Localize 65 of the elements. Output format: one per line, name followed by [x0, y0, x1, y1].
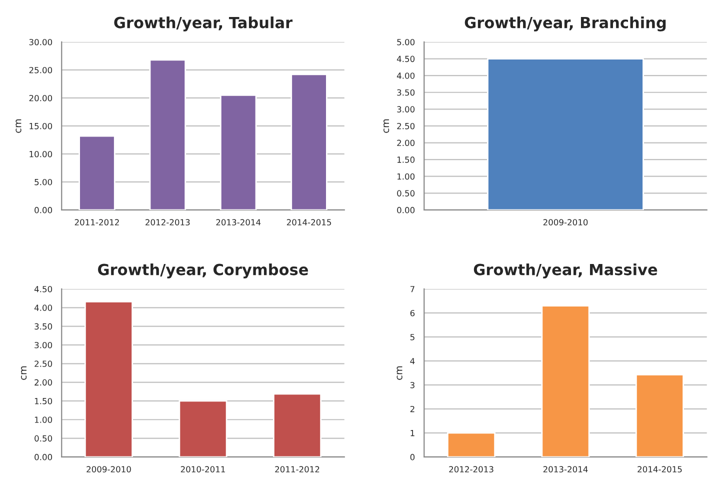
- chart-title: Growth/year, Branching: [464, 16, 666, 32]
- y-axis-title: cm: [16, 119, 22, 133]
- y-tick-label: 3.00: [34, 342, 52, 348]
- y-tick-label: 4.50: [396, 56, 415, 62]
- y-tick-label: 0.50: [397, 190, 415, 196]
- bar: [178, 400, 228, 457]
- y-tick-label: 2.00: [34, 379, 52, 386]
- y-axis-title: cm: [396, 366, 402, 380]
- y-tick-label: 2.00: [397, 140, 415, 146]
- y-tick-label: 2.50: [397, 122, 415, 130]
- y-tick-label: 1.00: [397, 173, 415, 180]
- y-tick-label: 1.00: [34, 416, 52, 423]
- y-tick-label: 30.00: [29, 38, 52, 46]
- bar: [84, 300, 134, 457]
- y-tick-label: 0: [410, 454, 415, 460]
- x-tick-label: 2012-2013: [146, 219, 190, 226]
- bar: [446, 432, 496, 457]
- y-tick-label: 5.00: [397, 38, 415, 46]
- y-tick-label: 4.50: [34, 286, 52, 292]
- bar: [541, 305, 590, 457]
- x-tick-label: 2009-2010: [543, 219, 588, 226]
- y-tick-label: 4.00: [34, 304, 52, 311]
- y-tick-label: 4.00: [396, 72, 415, 79]
- y-tick-label: 1: [410, 430, 414, 436]
- x-tick-label: 2009-2010: [86, 466, 131, 472]
- y-tick-label: 5.00: [34, 178, 52, 186]
- y-tick-label: 0.00: [34, 206, 52, 214]
- y-tick-label: 20.00: [29, 94, 52, 102]
- y-tick-label: 1.50: [397, 156, 415, 163]
- y-tick-label: 7: [410, 286, 414, 292]
- y-axis-title: cm: [384, 119, 390, 133]
- y-tick-label: 3: [410, 382, 414, 388]
- y-tick-label: 10.00: [30, 150, 52, 158]
- y-tick-label: 3.50: [34, 323, 52, 330]
- x-tick-label: 2011-2012: [74, 219, 119, 226]
- x-tick-label: 2014-2015: [638, 466, 682, 472]
- y-tick-label: 2.50: [34, 360, 52, 367]
- chart-title: Growth/year, Massive: [474, 263, 658, 278]
- bar: [78, 135, 116, 210]
- y-tick-label: 15.00: [30, 122, 52, 130]
- y-tick-label: 6: [410, 310, 415, 316]
- bar: [220, 94, 257, 210]
- y-axis-title: cm: [21, 366, 27, 380]
- x-tick-label: 2013-2014: [543, 466, 588, 472]
- y-tick-label: 25.00: [29, 66, 52, 74]
- y-tick-label: 1.50: [34, 398, 52, 404]
- bar: [272, 393, 322, 457]
- bar: [290, 74, 328, 210]
- y-tick-label: 3.50: [397, 89, 415, 96]
- x-tick-label: 2011-2012: [275, 466, 320, 472]
- y-tick-label: 5: [410, 334, 414, 340]
- y-tick-label: 0.00: [34, 454, 52, 460]
- y-tick-label: 2: [410, 406, 414, 412]
- y-tick-label: 0.50: [34, 435, 52, 442]
- y-tick-label: 4: [410, 358, 415, 364]
- x-tick-label: 2014-2015: [286, 219, 332, 226]
- bar: [149, 59, 186, 210]
- bar: [635, 374, 684, 457]
- x-tick-label: 2012-2013: [449, 466, 494, 472]
- chart-title: Growth/year, Corymbose: [98, 263, 308, 278]
- y-tick-label: 0.00: [397, 206, 415, 214]
- y-tick-label: 3.00: [397, 106, 415, 112]
- x-tick-label: 2013-2014: [216, 219, 261, 226]
- chart-title: Growth/year, Tabular: [114, 16, 293, 32]
- x-tick-label: 2010-2011: [180, 466, 225, 472]
